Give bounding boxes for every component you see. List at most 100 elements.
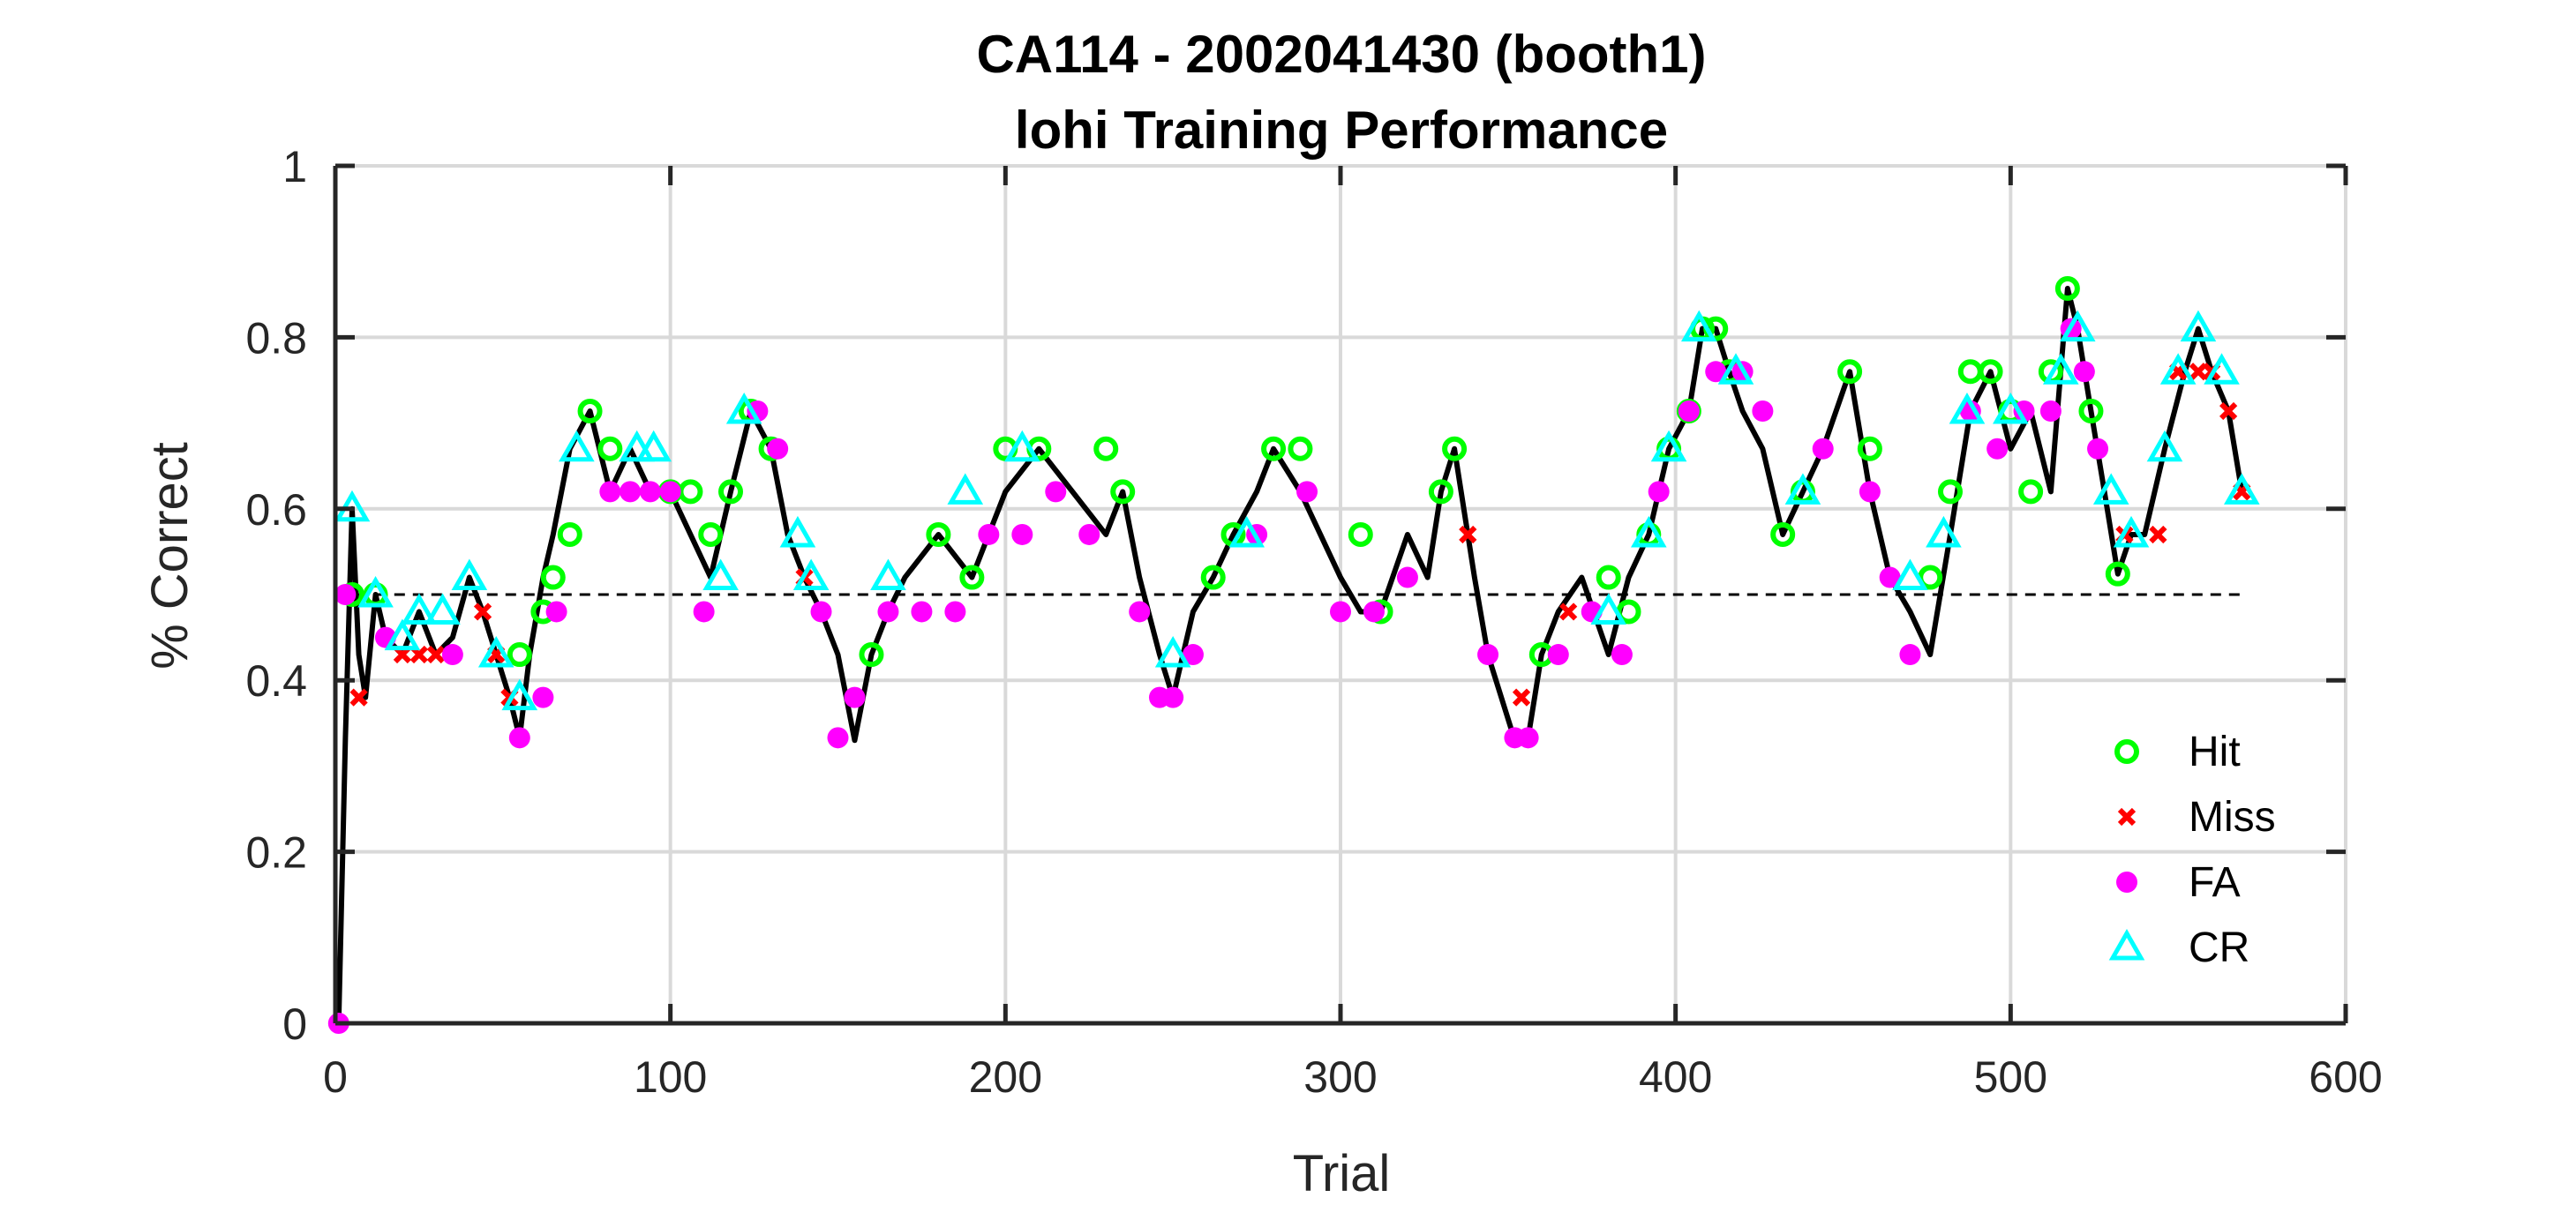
cr-marker <box>2159 353 2197 385</box>
fa-marker <box>1162 686 1184 708</box>
fa-marker <box>1879 566 1901 588</box>
legend-hit-marker <box>2114 739 2139 764</box>
hit-marker <box>2105 561 2130 587</box>
legend-item-miss: Miss <box>2117 794 2276 841</box>
hit-marker <box>718 479 744 505</box>
cr-marker <box>1004 430 1040 462</box>
cr-marker <box>1949 392 1986 424</box>
fa-marker <box>1859 481 1881 503</box>
cr-marker <box>357 575 394 608</box>
miss-marker <box>1559 602 1578 621</box>
hit-marker <box>698 521 724 547</box>
fa-marker <box>532 686 554 708</box>
legend-miss-marker <box>2117 807 2137 827</box>
hit-marker <box>859 642 884 668</box>
fa-marker <box>693 601 715 623</box>
fa-marker <box>810 601 832 623</box>
fa-marker <box>1477 644 1499 666</box>
fa-marker <box>1045 481 1067 503</box>
cr-marker <box>2092 473 2129 505</box>
cr-marker <box>384 618 421 651</box>
fa-marker <box>1517 727 1539 749</box>
fa-marker <box>911 601 933 623</box>
fa-marker <box>2073 361 2095 383</box>
hit-marker <box>1428 479 1453 505</box>
cr-marker <box>401 593 438 625</box>
hit-marker <box>1093 436 1119 461</box>
hit-marker <box>2054 275 2080 301</box>
cr-marker <box>792 558 830 591</box>
fa-marker <box>767 438 789 460</box>
fa-marker <box>1296 481 1318 503</box>
fa-marker <box>2087 438 2109 460</box>
fa-marker <box>1363 601 1385 623</box>
x-tick-label: 0 <box>323 1052 348 1102</box>
fa-marker <box>1011 523 1033 545</box>
fa-marker <box>441 644 463 666</box>
fa-marker <box>1129 601 1151 623</box>
miss-marker <box>1459 525 1477 544</box>
cr-marker <box>1630 515 1667 548</box>
fa-marker <box>1678 400 1700 422</box>
miss-marker <box>2189 363 2208 381</box>
fa-marker <box>1648 481 1670 503</box>
hit-marker <box>926 521 951 547</box>
cr-marker <box>424 593 461 625</box>
hit-marker <box>1937 479 1963 505</box>
cr-marker <box>2180 310 2217 342</box>
fa-marker <box>844 686 866 708</box>
miss-marker <box>2149 525 2167 544</box>
fa-marker <box>2013 400 2035 422</box>
fa-marker <box>599 481 621 503</box>
hit-marker <box>597 436 623 461</box>
fa-marker <box>1899 644 1921 666</box>
y-tick-label: 1 <box>282 142 307 191</box>
fa-marker <box>944 601 966 623</box>
hit-marker <box>2078 398 2104 423</box>
legend-label: Miss <box>2189 794 2276 841</box>
fa-marker <box>1330 601 1351 623</box>
cr-marker <box>702 558 739 591</box>
hit-marker <box>1596 565 1621 590</box>
x-tick-label: 100 <box>634 1052 707 1102</box>
fa-marker <box>978 523 1000 545</box>
fa-marker <box>1705 361 1727 383</box>
cr-marker <box>2059 310 2096 342</box>
fa-marker <box>334 584 357 605</box>
hit-marker <box>1261 436 1287 461</box>
cr-marker <box>725 392 762 424</box>
miss-marker <box>426 645 446 664</box>
fa-marker <box>1396 566 1418 588</box>
cr-marker <box>1892 558 1928 591</box>
legend-fa-marker <box>2116 872 2137 893</box>
hit-marker <box>1288 436 1313 461</box>
fa-marker <box>1547 644 1569 666</box>
miss-marker <box>2219 401 2238 421</box>
cr-marker <box>2042 353 2079 385</box>
fa-marker <box>1611 644 1633 666</box>
series-cr <box>334 310 2260 711</box>
cr-marker <box>1993 392 2029 424</box>
cr-marker <box>1926 515 1962 548</box>
hit-marker <box>1348 521 1373 547</box>
y-axis-label: % Correct <box>141 442 199 670</box>
fa-marker <box>1986 438 2009 460</box>
cr-marker <box>2223 473 2260 505</box>
cr-marker <box>635 430 672 462</box>
cr-marker <box>619 430 656 462</box>
cr-marker <box>2204 353 2240 385</box>
legend-cr-marker <box>2108 928 2145 961</box>
fa-marker <box>639 481 661 503</box>
fa-marker <box>827 727 849 749</box>
legend-item-hit: Hit <box>2114 729 2241 775</box>
fa-marker <box>1812 438 1834 460</box>
fa-marker <box>508 727 530 749</box>
hit-marker <box>1200 565 1226 590</box>
axes <box>333 163 2348 1026</box>
fa-marker <box>659 481 681 503</box>
legend-item-cr: CR <box>2108 924 2249 971</box>
legend-label: CR <box>2189 924 2249 971</box>
miss-marker <box>349 688 368 707</box>
miss-marker <box>473 602 492 621</box>
